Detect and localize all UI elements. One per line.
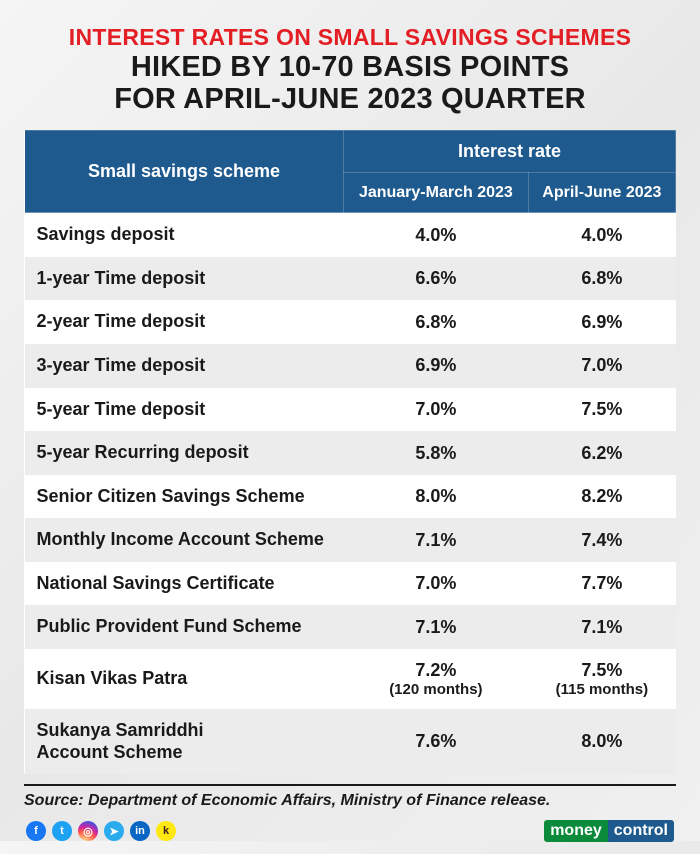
title-line-2: HIKED BY 10-70 BASIS POINTS: [24, 51, 676, 83]
col-header-scheme: Small savings scheme: [25, 130, 344, 212]
scheme-name: Sukanya SamriddhiAccount Scheme: [25, 709, 344, 774]
rate-period-2: 4.0%: [528, 213, 675, 257]
table-row: National Savings Certificate7.0%7.7%: [25, 562, 676, 606]
brand-part-1: money: [544, 820, 608, 842]
rate-period-1: 6.6%: [343, 257, 528, 301]
rate-period-1: 4.0%: [343, 213, 528, 257]
brand-part-2: control: [608, 820, 674, 842]
title-line-1: INTEREST RATES ON SMALL SAVINGS SCHEMES: [24, 24, 676, 51]
facebook-icon[interactable]: f: [26, 821, 46, 841]
scheme-name: Monthly Income Account Scheme: [25, 518, 344, 562]
scheme-name: Public Provident Fund Scheme: [25, 605, 344, 649]
rate-period-1: 7.1%: [343, 518, 528, 562]
rate-period-1: 6.8%: [343, 300, 528, 344]
instagram-icon[interactable]: ◎: [78, 821, 98, 841]
table-row: Public Provident Fund Scheme7.1%7.1%: [25, 605, 676, 649]
rate-period-2: 7.5%(115 months): [528, 649, 675, 709]
scheme-name: 3-year Time deposit: [25, 344, 344, 388]
rate-period-2: 7.7%: [528, 562, 675, 606]
rate-period-2: 7.5%: [528, 388, 675, 432]
scheme-name: Savings deposit: [25, 213, 344, 257]
rate-period-1: 7.0%: [343, 562, 528, 606]
scheme-name: National Savings Certificate: [25, 562, 344, 606]
rate-period-2: 8.0%: [528, 709, 675, 774]
scheme-name: 1-year Time deposit: [25, 257, 344, 301]
footer: ft ◎ ➤ ink moneycontrol: [24, 820, 676, 842]
social-icons: ft ◎ ➤ ink: [26, 821, 176, 841]
col-header-rate-group: Interest rate: [343, 130, 675, 172]
col-header-period-2: April-June 2023: [528, 172, 675, 212]
table-row: Senior Citizen Savings Scheme8.0%8.2%: [25, 475, 676, 519]
rates-table: Small savings scheme Interest rate Janua…: [24, 130, 676, 774]
rate-period-1: 7.6%: [343, 709, 528, 774]
scheme-name: Kisan Vikas Patra: [25, 649, 344, 709]
rate-period-1: 6.9%: [343, 344, 528, 388]
title-block: INTEREST RATES ON SMALL SAVINGS SCHEMES …: [24, 24, 676, 116]
table-row: 1-year Time deposit6.6%6.8%: [25, 257, 676, 301]
koo-icon[interactable]: k: [156, 821, 176, 841]
telegram-icon[interactable]: ➤: [104, 821, 124, 841]
table-row: 5-year Time deposit7.0%7.5%: [25, 388, 676, 432]
table-row: 3-year Time deposit6.9%7.0%: [25, 344, 676, 388]
rate-period-2: 6.8%: [528, 257, 675, 301]
scheme-name: Senior Citizen Savings Scheme: [25, 475, 344, 519]
rate-period-1: 5.8%: [343, 431, 528, 475]
source-line: Source: Department of Economic Affairs, …: [24, 784, 676, 810]
rate-period-1: 8.0%: [343, 475, 528, 519]
scheme-name: 5-year Recurring deposit: [25, 431, 344, 475]
linkedin-icon[interactable]: in: [130, 821, 150, 841]
rate-period-2: 6.2%: [528, 431, 675, 475]
rate-period-2: 7.0%: [528, 344, 675, 388]
table-row: Sukanya SamriddhiAccount Scheme7.6%8.0%: [25, 709, 676, 774]
table-row: Savings deposit4.0%4.0%: [25, 213, 676, 257]
brand-logo: moneycontrol: [544, 820, 674, 842]
rate-period-2: 8.2%: [528, 475, 675, 519]
rate-period-2: 7.4%: [528, 518, 675, 562]
twitter-icon[interactable]: t: [52, 821, 72, 841]
rate-period-1: 7.2%(120 months): [343, 649, 528, 709]
title-line-3: FOR APRIL-JUNE 2023 QUARTER: [24, 83, 676, 115]
scheme-name: 2-year Time deposit: [25, 300, 344, 344]
scheme-name: 5-year Time deposit: [25, 388, 344, 432]
table-row: 2-year Time deposit6.8%6.9%: [25, 300, 676, 344]
rate-period-2: 6.9%: [528, 300, 675, 344]
rate-period-2: 7.1%: [528, 605, 675, 649]
table-row: Kisan Vikas Patra7.2%(120 months)7.5%(11…: [25, 649, 676, 709]
table-row: 5-year Recurring deposit5.8%6.2%: [25, 431, 676, 475]
table-row: Monthly Income Account Scheme7.1%7.4%: [25, 518, 676, 562]
rate-period-1: 7.1%: [343, 605, 528, 649]
rate-period-1: 7.0%: [343, 388, 528, 432]
col-header-period-1: January-March 2023: [343, 172, 528, 212]
